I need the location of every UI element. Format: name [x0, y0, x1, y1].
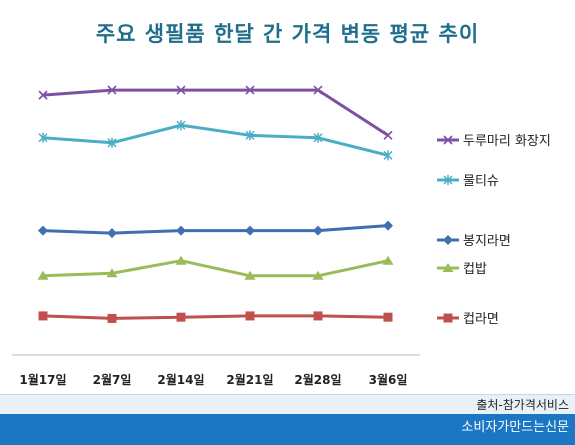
data-point [106, 268, 118, 278]
series-4 [37, 255, 394, 280]
series-5 [38, 311, 393, 323]
x-tick-label: 2월21일 [226, 372, 273, 387]
data-point [383, 150, 393, 161]
publisher-banner: 소비자가만드는신문 [0, 414, 575, 445]
data-point [37, 270, 49, 280]
x-tick-label: 3월6일 [369, 372, 408, 387]
x-tick-label: 2월28일 [294, 372, 341, 387]
data-point [176, 225, 186, 236]
legend-label: 두루마리 화장지 [463, 134, 551, 149]
legend-item: 물티슈 [437, 174, 499, 189]
data-point [383, 312, 393, 322]
line-chart: 1월17일 2월7일 2월14일 2월21일 2월28일 3월6일 두루마리 화장지물티슈… [12, 85, 551, 387]
data-point [107, 228, 117, 239]
series-line [42, 123, 389, 157]
data-point [313, 85, 323, 95]
x-tick-label: 2월7일 [93, 372, 132, 387]
data-point [176, 120, 186, 131]
data-point [38, 311, 48, 321]
series-line [42, 259, 389, 278]
series-line [42, 314, 389, 320]
legend-label: 봉지라면 [463, 234, 511, 249]
source-caption: 출처-참가격서비스 [0, 394, 575, 414]
legend-item: 두루마리 화장지 [437, 134, 551, 149]
data-point [175, 255, 187, 265]
legend-marker [443, 313, 453, 323]
legend-item: 컵라면 [437, 312, 499, 327]
series-line [42, 88, 389, 137]
series-line [42, 224, 389, 235]
data-point [176, 312, 186, 322]
data-point [312, 270, 324, 280]
legend-marker [443, 135, 453, 145]
data-point [383, 130, 393, 140]
chart-title: 주요 생필품 한달 간 가격 변동 평균 추이 [95, 22, 480, 46]
data-point [313, 225, 323, 236]
legend-marker [443, 175, 453, 185]
series-2 [38, 120, 393, 161]
legend-label: 물티슈 [463, 174, 499, 189]
data-point [313, 311, 323, 321]
data-point [38, 90, 48, 100]
legend-item: 봉지라면 [437, 234, 511, 249]
data-point [38, 132, 48, 143]
data-point [382, 255, 394, 265]
legend-label: 컵라면 [463, 312, 499, 327]
data-point [245, 85, 255, 95]
data-point [244, 270, 256, 280]
data-point [245, 130, 255, 141]
legend-label: 컵밥 [463, 262, 487, 277]
data-point [107, 313, 117, 323]
x-tick-label: 2월14일 [157, 372, 204, 387]
x-tick-label: 1월17일 [19, 372, 66, 387]
legend-marker [442, 263, 454, 272]
data-point [107, 85, 117, 95]
legend-marker [443, 235, 453, 245]
data-point [245, 225, 255, 236]
data-point [383, 220, 393, 231]
data-point [176, 85, 186, 95]
data-point [38, 225, 48, 236]
series-1 [38, 85, 393, 140]
series-3 [38, 220, 393, 239]
data-point [245, 311, 255, 321]
legend-item: 컵밥 [437, 262, 487, 277]
data-point [107, 137, 117, 148]
data-point [313, 132, 323, 143]
